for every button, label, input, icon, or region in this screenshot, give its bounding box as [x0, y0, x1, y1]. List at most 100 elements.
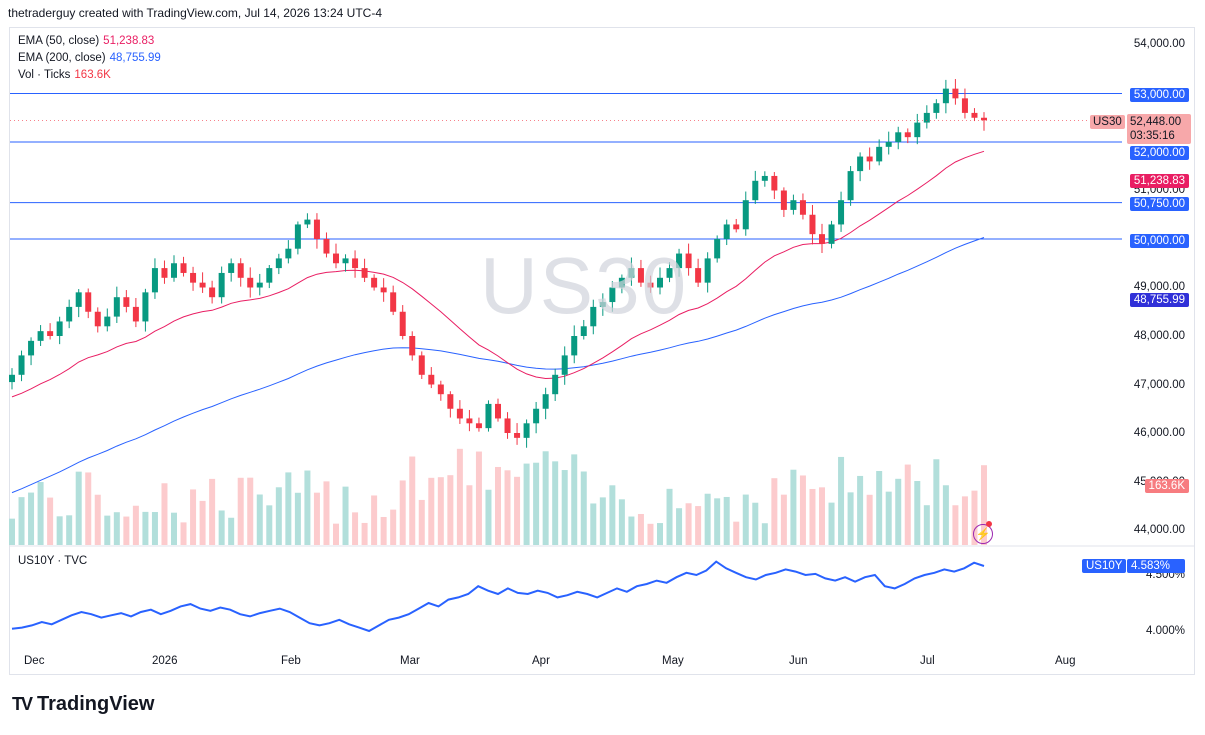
- level-tag-50750[interactable]: 50,750.00: [1129, 197, 1189, 211]
- level-tag-53000[interactable]: 53,000.00: [1129, 88, 1189, 102]
- candle-body: [676, 253, 683, 269]
- candle-body: [618, 277, 625, 288]
- volume-bar: [733, 521, 740, 545]
- candle-body: [66, 306, 73, 322]
- us10y-symbol-tag[interactable]: US10Y: [1082, 559, 1127, 573]
- volume-bar: [418, 499, 425, 545]
- candle-body: [247, 277, 254, 288]
- candle-body: [838, 200, 845, 225]
- candle-body: [895, 132, 902, 142]
- volume-bar: [113, 512, 120, 545]
- candle-body: [285, 248, 292, 259]
- level-tag-52000[interactable]: 52,000.00: [1129, 146, 1189, 160]
- volume-bar: [571, 454, 578, 545]
- candle-body: [780, 190, 787, 210]
- volume-bar: [123, 516, 130, 545]
- volume-bar: [237, 477, 244, 545]
- candle-body: [523, 423, 530, 438]
- legend-volume[interactable]: Vol · Ticks 163.6K: [18, 69, 111, 81]
- volume-bar: [75, 471, 82, 545]
- candle-body: [981, 117, 987, 121]
- volume-bar: [495, 466, 501, 545]
- volume-bar: [885, 491, 892, 545]
- ema200-price-tag: 48,755.99: [1129, 293, 1189, 307]
- volume-bar: [323, 481, 330, 545]
- candle-body: [352, 258, 359, 269]
- volume-bar: [9, 518, 15, 545]
- brand-name: TradingView: [37, 693, 155, 715]
- candle-body: [819, 234, 825, 244]
- volume-bar: [981, 465, 987, 545]
- candle-body: [75, 292, 82, 307]
- candle-body: [514, 433, 521, 438]
- candle-body: [171, 263, 177, 278]
- candle-body: [18, 355, 25, 375]
- tradingview-logo[interactable]: TV TradingView: [12, 693, 154, 716]
- us10y-tick: 4.000%: [1145, 625, 1185, 637]
- candle-body: [542, 394, 549, 409]
- symbol-tag[interactable]: US30: [1090, 115, 1125, 129]
- volume-bar: [390, 509, 397, 545]
- symbol-watermark: US30: [480, 241, 689, 330]
- volume-bar: [666, 488, 673, 545]
- volume-bar: [971, 490, 978, 545]
- volume-bar: [561, 470, 568, 545]
- legend-ema50[interactable]: EMA (50, close) 51,238.83: [18, 35, 154, 47]
- volume-bar: [514, 476, 521, 545]
- volume-bar: [933, 459, 940, 545]
- lightning-icon[interactable]: ⚡: [973, 524, 993, 544]
- candle-body: [609, 287, 616, 303]
- bar-countdown: 03:35:16: [1130, 130, 1175, 142]
- volume-bar: [428, 477, 435, 545]
- candle-body: [847, 171, 854, 201]
- volume-bar: [333, 523, 339, 545]
- volume-bar: [828, 502, 835, 545]
- candle-body: [323, 239, 330, 254]
- candle-body: [390, 292, 397, 312]
- volume-bar: [790, 469, 797, 545]
- candle-body: [580, 326, 587, 336]
- volume-bar: [942, 485, 949, 545]
- volume-bar: [647, 523, 654, 545]
- candle-body: [428, 374, 435, 385]
- volume-bar: [904, 464, 911, 545]
- volume-bar: [475, 451, 482, 545]
- candle-body: [380, 287, 387, 293]
- volume-bar: [866, 494, 873, 545]
- candle-body: [218, 272, 225, 298]
- volume-bar: [456, 448, 463, 545]
- price-tick: 54,000.00: [1133, 38, 1185, 50]
- candle-body: [933, 103, 940, 113]
- us10y-pane-title[interactable]: US10Y · TVC: [18, 555, 88, 567]
- time-tick: Mar: [400, 655, 420, 667]
- candle-body: [723, 224, 730, 239]
- candle-body: [294, 224, 301, 249]
- volume-bar: [780, 494, 787, 545]
- candle-body: [113, 297, 120, 317]
- candle-body: [752, 180, 759, 201]
- volume-bar: [876, 471, 883, 545]
- volume-bar: [485, 489, 492, 545]
- volume-bar: [104, 515, 111, 545]
- candle-body: [85, 292, 92, 312]
- volume-bar: [838, 456, 845, 545]
- candle-body: [866, 156, 873, 162]
- volume-bar: [66, 515, 73, 545]
- legend-ema200[interactable]: EMA (200, close) 48,755.99: [18, 52, 161, 64]
- candle-body: [590, 306, 597, 327]
- legend-volume-value: 163.6K: [74, 69, 111, 81]
- volume-bar: [952, 505, 959, 545]
- candle-body: [695, 268, 702, 283]
- volume-bar: [151, 512, 158, 545]
- candle-body: [761, 175, 768, 181]
- level-tag-50000[interactable]: 50,000.00: [1129, 234, 1189, 248]
- candle-body: [475, 423, 482, 429]
- volume-bar: [352, 512, 359, 545]
- volume-bar: [628, 516, 635, 545]
- price-tick: 48,000.00: [1133, 330, 1185, 342]
- chart-frame[interactable]: [9, 27, 1195, 675]
- volume-bar: [961, 496, 968, 545]
- volume-bar: [599, 497, 606, 545]
- candle-body: [666, 268, 673, 278]
